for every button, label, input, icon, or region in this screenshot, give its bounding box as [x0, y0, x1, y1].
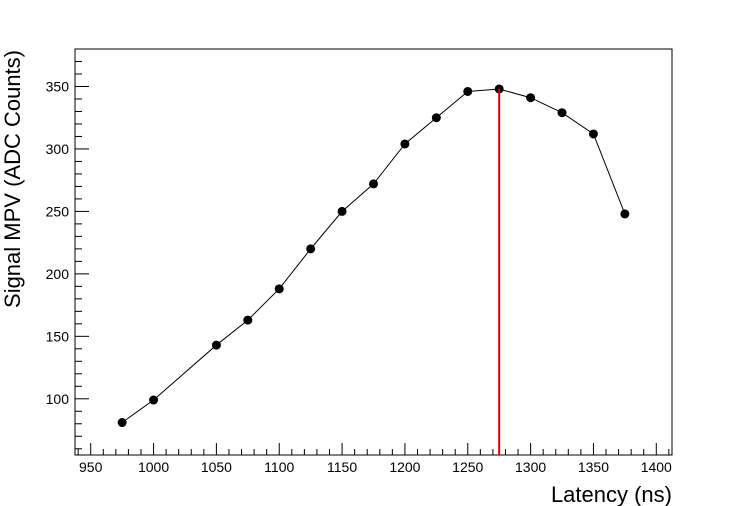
y-axis-ticks — [75, 48, 89, 450]
x-tick-label: 1000 — [138, 459, 169, 475]
x-tick-label: 950 — [79, 459, 103, 475]
x-tick-label: 1300 — [515, 459, 546, 475]
data-point — [400, 139, 410, 149]
x-tick-label: 1400 — [641, 459, 672, 475]
data-point — [369, 179, 378, 189]
data-point — [337, 206, 347, 216]
data-point — [588, 129, 598, 139]
data-point — [117, 418, 127, 428]
data-point — [526, 93, 536, 103]
x-axis-title: Latency (ns) — [551, 482, 672, 506]
data-point — [243, 315, 253, 325]
data-point — [431, 113, 441, 123]
data-point — [620, 209, 630, 219]
x-axis-tick-labels: 950 1000 1050 1100 1150 1200 1250 1300 1350 1400 — [79, 459, 672, 475]
data-point — [463, 86, 473, 96]
y-tick-label: 100 — [46, 391, 70, 407]
y-tick-label: 250 — [46, 203, 70, 219]
y-tick-label: 150 — [46, 328, 70, 344]
y-axis-title: Signal MPV (ADC Counts) — [0, 50, 25, 308]
data-point — [557, 108, 567, 118]
plot-frame — [74, 48, 673, 456]
x-tick-label: 1150 — [327, 459, 357, 475]
x-tick-label: 1350 — [578, 459, 609, 475]
data-point — [211, 340, 221, 350]
y-tick-label: 300 — [46, 141, 70, 157]
x-tick-label: 1200 — [389, 459, 420, 475]
y-axis-tick-labels: 100 150 200 250 300 350 — [46, 78, 70, 406]
y-tick-label: 200 — [46, 266, 70, 282]
x-tick-label: 1100 — [264, 459, 294, 475]
data-point — [274, 284, 284, 294]
x-tick-label: 1250 — [452, 459, 483, 475]
y-tick-label: 350 — [46, 78, 70, 94]
x-axis-ticks — [77, 443, 670, 455]
data-point — [149, 395, 159, 405]
series-group — [117, 84, 630, 455]
series-line — [121, 88, 626, 423]
data-point — [306, 244, 316, 254]
x-tick-label: 1050 — [201, 459, 232, 475]
